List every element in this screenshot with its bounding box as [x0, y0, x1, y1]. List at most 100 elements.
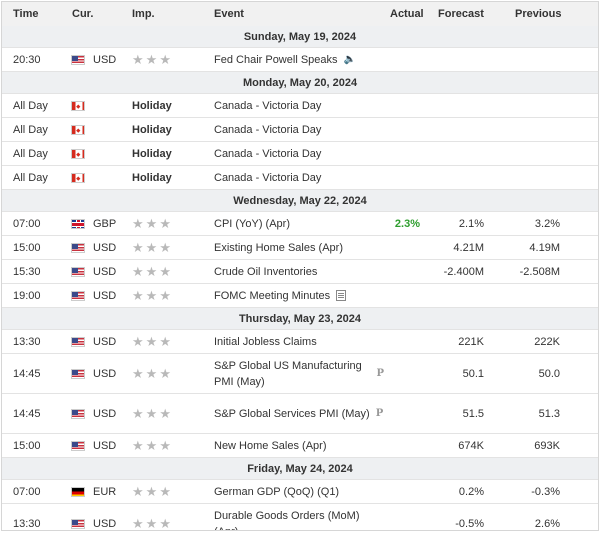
event-title[interactable]: Canada - Victoria Day	[214, 99, 322, 112]
us-flag-icon	[71, 266, 85, 277]
event-name[interactable]: German GDP (QoQ) (Q1)	[214, 480, 384, 503]
us-flag-icon	[71, 440, 85, 451]
table-row[interactable]: 15:00 USD ★ ★ ★ Existing Home Sales (Apr) 4.21…	[2, 236, 598, 260]
event-title[interactable]: Durable Goods Orders (MoM) (Apr)	[214, 509, 360, 531]
col-actual-header[interactable]: Actual	[390, 8, 424, 20]
previous-value: 4.19M	[529, 241, 560, 254]
event-title[interactable]: New Home Sales (Apr)	[214, 439, 327, 452]
event-name[interactable]: S&P Global Services PMI (May) P	[214, 394, 384, 433]
importance-stars: ★ ★ ★	[132, 284, 173, 307]
event-time: 15:00	[13, 241, 41, 254]
event-title[interactable]: Crude Oil Inventories	[214, 265, 318, 278]
importance-stars: ★ ★ ★	[132, 48, 173, 71]
currency-code: USD	[93, 367, 117, 380]
col-event-header[interactable]: Event	[214, 8, 244, 20]
table-row[interactable]: 07:00 GBP ★ ★ ★ CPI (YoY) (Apr) 2.3% 2.1% 3.2%	[2, 212, 598, 236]
holiday-label: Holiday	[132, 147, 172, 160]
table-row[interactable]: All Day Holiday Canada - Victoria Day	[2, 142, 598, 166]
table-row[interactable]: All Day Holiday Canada - Victoria Day	[2, 166, 598, 190]
preliminary-icon: P	[376, 367, 384, 379]
importance-stars: ★ ★ ★	[132, 480, 173, 503]
event-name[interactable]: Fed Chair Powell Speaks 🔈	[214, 48, 384, 71]
ca-flag-icon	[71, 100, 85, 111]
forecast-value: 221K	[458, 335, 484, 348]
event-name[interactable]: Canada - Victoria Day	[214, 142, 384, 165]
event-name[interactable]: S&P Global US Manufacturing PMI (May) P	[214, 354, 384, 393]
previous-value: 2.6%	[534, 517, 560, 530]
table-header: Time Cur. Imp. Event Actual Forecast Pre…	[2, 2, 598, 27]
currency-code: USD	[93, 517, 117, 530]
date-row: Monday, May 20, 2024	[2, 72, 598, 94]
table-row[interactable]: 15:30 USD ★ ★ ★ Crude Oil Inventories -2.400M -…	[2, 260, 598, 284]
star-icon: ★	[132, 333, 144, 349]
ca-flag-icon	[71, 172, 85, 183]
col-forecast-header[interactable]: Forecast	[438, 8, 484, 20]
holiday-label: Holiday	[132, 99, 172, 112]
forecast-value: 2.1%	[458, 217, 484, 230]
col-previous-header[interactable]: Previous	[515, 8, 562, 20]
event-title[interactable]: FOMC Meeting Minutes	[214, 289, 331, 302]
event-title[interactable]: Canada - Victoria Day	[214, 171, 322, 184]
event-name[interactable]: New Home Sales (Apr)	[214, 434, 384, 457]
event-name[interactable]: Canada - Victoria Day	[214, 118, 384, 141]
flag-cell	[71, 504, 85, 530]
table-row[interactable]: 19:00 USD ★ ★ ★ FOMC Meeting Minutes	[2, 284, 598, 308]
table-row[interactable]: 20:30 USD ★ ★ ★ Fed Chair Powell Speaks 🔈	[2, 48, 598, 72]
flag-cell	[71, 118, 85, 141]
col-time-header[interactable]: Time	[13, 8, 39, 20]
event-name[interactable]: Existing Home Sales (Apr)	[214, 236, 384, 259]
event-time: 07:00	[13, 485, 41, 498]
previous-value: 3.2%	[534, 217, 560, 230]
event-title[interactable]: Fed Chair Powell Speaks	[214, 53, 338, 66]
table-row[interactable]: 14:45 USD ★ ★ ★ S&P Global US Manufacturing P…	[2, 354, 598, 394]
star-icon: ★	[145, 239, 158, 255]
currency-code: USD	[93, 241, 117, 254]
star-icon: ★	[145, 287, 158, 303]
currency-code: EUR	[93, 485, 117, 498]
event-name[interactable]: Canada - Victoria Day	[214, 166, 384, 189]
table-row[interactable]: All Day Holiday Canada - Victoria Day	[2, 94, 598, 118]
table-row[interactable]: 13:30 USD ★ ★ ★ Initial Jobless Claims 221K 222…	[2, 330, 598, 354]
table-row[interactable]: All Day Holiday Canada - Victoria Day	[2, 118, 598, 142]
star-icon: ★	[159, 263, 171, 279]
event-time: All Day	[13, 123, 48, 136]
star-icon: ★	[132, 483, 144, 499]
col-importance-header[interactable]: Imp.	[132, 8, 155, 20]
flag-cell	[71, 284, 85, 307]
event-title[interactable]: German GDP (QoQ) (Q1)	[214, 485, 340, 498]
star-icon: ★	[145, 333, 158, 349]
event-title[interactable]: Canada - Victoria Day	[214, 147, 322, 160]
event-title[interactable]: Initial Jobless Claims	[214, 335, 317, 348]
event-name[interactable]: CPI (YoY) (Apr)	[214, 212, 384, 235]
event-name[interactable]: Durable Goods Orders (MoM) (Apr)	[214, 504, 384, 531]
table-row[interactable]: 07:00 EUR ★ ★ ★ German GDP (QoQ) (Q1) 0.2% -0.3…	[2, 480, 598, 504]
us-flag-icon	[71, 518, 85, 529]
star-icon: ★	[159, 215, 171, 231]
event-title[interactable]: Existing Home Sales (Apr)	[214, 241, 343, 254]
star-icon: ★	[159, 437, 171, 453]
event-title[interactable]: CPI (YoY) (Apr)	[214, 217, 291, 230]
event-title[interactable]: S&P Global Services PMI (May)	[214, 407, 370, 420]
date-row: Thursday, May 23, 2024	[2, 308, 598, 330]
ca-flag-icon	[71, 124, 85, 135]
currency-code: USD	[93, 407, 117, 420]
col-currency-header[interactable]: Cur.	[72, 8, 94, 20]
event-time: All Day	[13, 147, 48, 160]
star-icon: ★	[132, 263, 144, 279]
table-row[interactable]: 15:00 USD ★ ★ ★ New Home Sales (Apr) 674K 693K	[2, 434, 598, 458]
table-row[interactable]: 14:45 USD ★ ★ ★ S&P Global Services PMI (May)…	[2, 394, 598, 434]
holiday-label: Holiday	[132, 123, 172, 136]
forecast-value: 674K	[458, 439, 484, 452]
event-name[interactable]: FOMC Meeting Minutes	[214, 284, 384, 307]
event-name[interactable]: Canada - Victoria Day	[214, 94, 384, 117]
previous-value: 222K	[534, 335, 560, 348]
event-title[interactable]: Canada - Victoria Day	[214, 123, 322, 136]
event-name[interactable]: Initial Jobless Claims	[214, 330, 384, 353]
event-name[interactable]: Crude Oil Inventories	[214, 260, 384, 283]
event-title[interactable]: S&P Global US Manufacturing PMI (May)	[214, 359, 362, 388]
event-time: 14:45	[13, 367, 41, 380]
star-icon: ★	[132, 287, 144, 303]
importance-stars: ★ ★ ★	[132, 330, 173, 353]
star-icon: ★	[145, 263, 158, 279]
